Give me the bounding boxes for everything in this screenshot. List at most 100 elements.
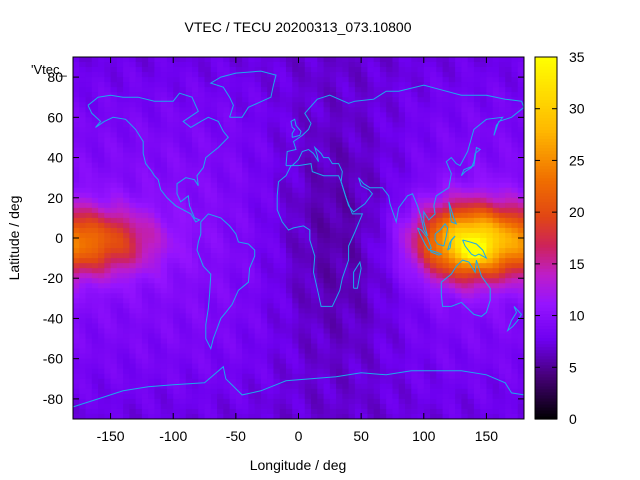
heatmap-cell-3761 <box>179 318 187 325</box>
heatmap-cell-939 <box>91 122 99 128</box>
heatmap-cell-2424 <box>373 222 381 229</box>
heatmap-cell-2616 <box>223 238 231 244</box>
heatmap-cell-2248 <box>173 212 181 219</box>
heatmap-cell-4044 <box>148 338 156 345</box>
heatmap-cell-3870 <box>411 323 419 330</box>
heatmap-cell-1209 <box>430 137 437 144</box>
heatmap-cell-2015 <box>517 192 524 199</box>
heatmap-cell-1445 <box>104 157 112 164</box>
heatmap-cell-4403 <box>141 363 149 370</box>
heatmap-cell-376 <box>173 82 181 88</box>
heatmap-cell-4627 <box>192 378 199 385</box>
heatmap-cell-3083 <box>442 268 450 274</box>
heatmap-cell-530 <box>235 92 243 98</box>
heatmap-cell-628 <box>398 97 406 103</box>
heatmap-cell-256 <box>323 72 331 78</box>
heatmap-cell-4516 <box>398 368 406 375</box>
heatmap-cell-2797 <box>455 248 462 254</box>
heatmap-cell-577 <box>79 97 87 103</box>
heatmap-cell-178 <box>285 67 293 73</box>
heatmap-cell-3497 <box>329 298 337 304</box>
heatmap-cell-3669 <box>505 308 513 315</box>
heatmap-cell-4342 <box>210 358 218 365</box>
heatmap-cell-2104 <box>173 202 181 209</box>
heatmap-cell-2333 <box>254 217 262 224</box>
heatmap-cell-315 <box>242 77 249 83</box>
heatmap-cell-224 <box>123 72 130 78</box>
heatmap-cell-2735 <box>517 243 524 249</box>
heatmap-cell-2656 <box>473 238 481 244</box>
heatmap-cell-3857 <box>329 323 337 330</box>
heatmap-cell-225 <box>129 72 137 78</box>
heatmap-cell-3055 <box>267 268 275 274</box>
heatmap-cell-1341 <box>354 147 362 154</box>
heatmap-cell-1313 <box>179 147 187 154</box>
heatmap-cell-2549 <box>254 232 262 239</box>
heatmap-cell-1973 <box>254 192 262 199</box>
heatmap-cell-4204 <box>248 348 256 355</box>
heatmap-cell-2908 <box>248 258 256 264</box>
heatmap-cell-4896 <box>73 398 80 405</box>
heatmap-cell-2684 <box>198 243 206 249</box>
heatmap-cell-3071 <box>367 268 375 274</box>
heatmap-cell-2519 <box>517 227 524 234</box>
heatmap-cell-4582 <box>361 373 368 380</box>
heatmap-cell-938 <box>85 122 93 128</box>
heatmap-cell-1161 <box>129 137 137 144</box>
heatmap-cell-1246 <box>210 142 218 149</box>
heatmap-cell-2813 <box>104 253 112 259</box>
heatmap-cell-4917 <box>204 398 212 405</box>
heatmap-cell-1505 <box>480 157 488 164</box>
heatmap-cell-3762 <box>185 318 193 325</box>
heatmap-cell-4413 <box>204 363 212 370</box>
heatmap-cell-161 <box>179 67 187 73</box>
heatmap-cell-912 <box>373 117 381 123</box>
heatmap-cell-4886 <box>461 393 469 400</box>
heatmap-cell-4832 <box>123 393 130 400</box>
heatmap-cell-1477 <box>304 157 312 164</box>
heatmap-cell-722 <box>85 107 93 113</box>
heatmap-cell-367 <box>116 82 124 88</box>
heatmap-cell-2785 <box>379 248 387 254</box>
heatmap-cell-3608 <box>123 308 130 315</box>
heatmap-cell-4004 <box>348 333 356 340</box>
heatmap-cell-3975 <box>166 333 174 340</box>
heatmap-cell-4821 <box>505 388 513 395</box>
heatmap-cell-1118 <box>311 132 318 139</box>
heatmap-cell-57 <box>430 57 437 63</box>
heatmap-cell-1012 <box>98 127 105 134</box>
heatmap-cell-4427 <box>292 363 300 370</box>
heatmap-cell-3851 <box>292 323 300 330</box>
heatmap-cell-1220 <box>498 137 506 144</box>
heatmap-cell-1716 <box>448 172 456 179</box>
heatmap-cell-1932 <box>448 187 456 194</box>
heatmap-cell-4658 <box>386 378 394 385</box>
heatmap-cell-1808 <box>123 182 130 189</box>
heatmap-cell-3099 <box>91 273 99 279</box>
heatmap-cell-1996 <box>398 192 406 199</box>
heatmap-cell-1958 <box>160 192 168 199</box>
heatmap-cell-1848 <box>373 182 381 189</box>
heatmap-cell-3253 <box>154 283 162 289</box>
heatmap-cell-4822 <box>511 388 519 395</box>
heatmap-cell-4798 <box>361 388 368 395</box>
heatmap-cell-2923 <box>342 258 350 264</box>
heatmap-cell-1558 <box>361 162 368 169</box>
heatmap-cell-4014 <box>411 333 419 340</box>
heatmap-cell-1151 <box>517 132 524 139</box>
heatmap-cell-4542 <box>110 373 118 380</box>
heatmap-cell-4127 <box>217 343 224 350</box>
heatmap-cell-4736 <box>423 383 431 390</box>
heatmap-cell-2644 <box>398 238 406 244</box>
heatmap-cell-3318 <box>110 288 118 294</box>
heatmap-cell-1989 <box>354 192 362 199</box>
heatmap-cell-3076 <box>398 268 406 274</box>
heatmap-cell-1184 <box>273 137 281 144</box>
heatmap-cell-1952 <box>123 192 130 199</box>
heatmap-cell-3429 <box>354 293 362 299</box>
heatmap-cell-2742 <box>110 248 118 254</box>
heatmap-cell-1034 <box>235 127 243 134</box>
heatmap-cell-2559 <box>317 232 325 239</box>
heatmap-cell-2539 <box>192 232 199 239</box>
heatmap-cell-3133 <box>304 273 312 279</box>
